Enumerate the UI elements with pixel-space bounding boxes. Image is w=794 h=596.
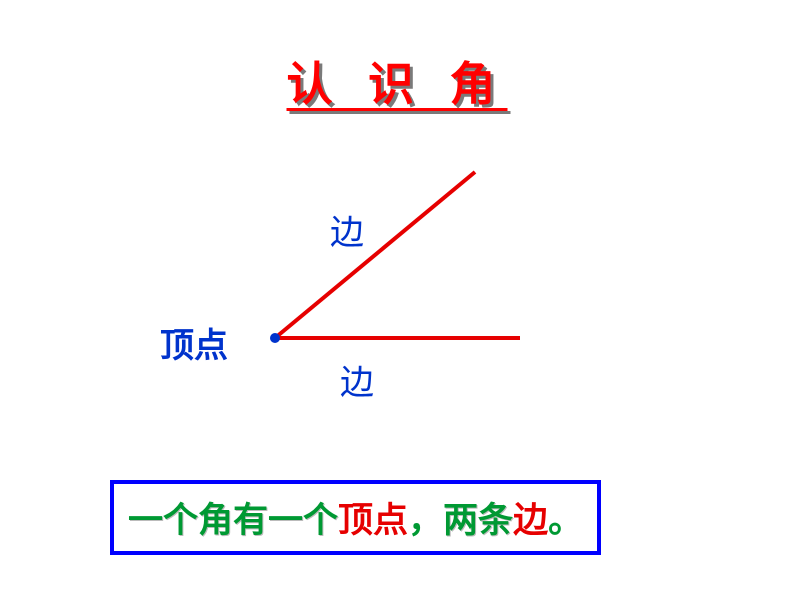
definition-text: 一个角有一个顶点，两条边。 bbox=[128, 501, 583, 540]
definition-part: 。 bbox=[548, 501, 583, 540]
page-title: 认 识 角 bbox=[0, 48, 794, 114]
side-label-bottom: 边 bbox=[340, 355, 374, 404]
title-container: 认 识 角 认 识 角 bbox=[0, 48, 794, 114]
side-label-top: 边 bbox=[330, 205, 364, 254]
definition-part: 两条 bbox=[443, 501, 513, 540]
vertex-label: 顶点 bbox=[160, 318, 228, 367]
definition-part: ， bbox=[408, 501, 443, 540]
angle-diagram: 顶点 边 边 bbox=[150, 160, 610, 420]
definition-box: 一个角有一个顶点，两条边。 bbox=[110, 480, 601, 555]
angle-svg bbox=[150, 160, 610, 420]
definition-part: 顶点 bbox=[338, 501, 408, 540]
definition-part: 边 bbox=[513, 501, 548, 540]
definition-part: 一个角有一个 bbox=[128, 501, 338, 540]
angle-ray-1 bbox=[275, 172, 475, 338]
vertex-dot bbox=[270, 333, 280, 343]
